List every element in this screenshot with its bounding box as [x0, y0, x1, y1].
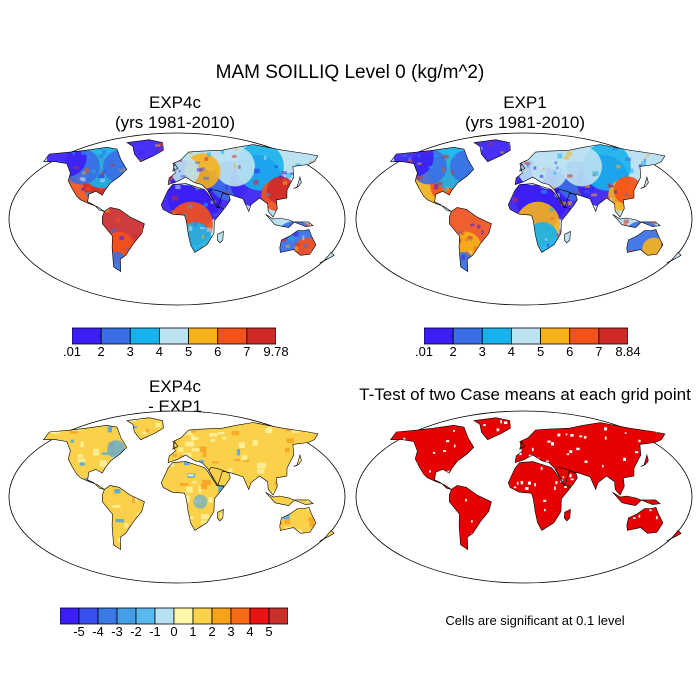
panel-1-title: EXP4c (yrs 1981-2010) [25, 93, 325, 133]
colorbar-exp4c: .01 2 3 4 5 6 7 9.78 [63, 327, 289, 363]
colorbar-difference-swatches [59, 607, 289, 625]
colorbar-label: 2 [449, 344, 457, 359]
colorbar-swatch [230, 607, 251, 625]
panel-4-title: T-Test of two Case means at each grid po… [345, 385, 700, 405]
colorbar-swatch [598, 327, 629, 345]
colorbar-swatch [159, 327, 189, 345]
colorbar-swatch [511, 327, 541, 345]
colorbar-label: 4 [507, 344, 516, 359]
map-panel-difference [8, 410, 346, 584]
colorbar-label: .01 [62, 344, 82, 359]
colorbar-exp4c-labels: .01 2 3 4 5 6 7 9.78 [63, 344, 289, 362]
colorbar-swatch [173, 607, 194, 625]
significance-note: Cells are significant at 0.1 level [445, 613, 625, 628]
map-panel-ttest [355, 410, 693, 584]
colorbar-swatch [211, 607, 232, 625]
coastlines [390, 417, 682, 551]
colorbar-label: 9.78 [263, 344, 289, 359]
colorbar-label: 1 [189, 624, 197, 639]
main-title: MAM SOILLIQ Level 0 (kg/m^2) [215, 62, 485, 83]
colorbar-label: 3 [227, 624, 235, 639]
colorbar-swatch [154, 607, 175, 625]
map-panel-exp1 [355, 132, 693, 306]
panel-1-title-line2: (yrs 1981-2010) [114, 113, 235, 132]
colorbar-label: -2 [130, 624, 142, 639]
coastlines [43, 139, 335, 273]
panel-3-title-line1: EXP4c [149, 377, 201, 396]
colorbar-exp1: .01 2 3 4 5 6 7 8.84 [415, 327, 641, 363]
colorbar-exp1-labels: .01 2 3 4 5 6 7 8.84 [415, 344, 641, 362]
colorbar-label: .01 [414, 344, 434, 359]
colorbar-swatch [249, 607, 270, 625]
colorbar-swatch [59, 607, 80, 625]
colorbar-label: 2 [97, 344, 105, 359]
colorbar-label: 5 [184, 344, 193, 359]
colorbar-label: 0 [170, 624, 178, 639]
colorbar-label: 8.84 [615, 344, 641, 359]
colorbar-exp4c-swatches [71, 327, 277, 345]
coastlines [390, 139, 682, 273]
colorbar-label: 4 [155, 344, 164, 359]
colorbar-label: 7 [595, 344, 603, 359]
colorbar-swatch [246, 327, 277, 345]
colorbar-difference-labels: -5 -4 -3 -2 -1 0 1 2 3 4 5 [60, 624, 288, 642]
colorbar-difference: -5 -4 -3 -2 -1 0 1 2 3 4 5 [59, 607, 289, 643]
colorbar-swatch [71, 327, 102, 345]
panel-2-title-line2: (yrs 1981-2010) [464, 113, 585, 132]
colorbar-swatch [192, 607, 213, 625]
map-panel-exp4c [8, 132, 346, 306]
colorbar-swatch [135, 607, 156, 625]
colorbar-swatch [78, 607, 99, 625]
colorbar-swatch [452, 327, 483, 345]
panel-2-title-line1: EXP1 [503, 93, 547, 112]
colorbar-swatch [100, 327, 131, 345]
colorbar-label: 3 [126, 344, 134, 359]
colorbar-swatch [540, 327, 571, 345]
colorbar-label: 4 [246, 624, 254, 639]
colorbar-label: 6 [566, 344, 574, 359]
colorbar-swatch [217, 327, 248, 345]
colorbar-label: -4 [92, 624, 104, 639]
colorbar-label: 2 [208, 624, 216, 639]
colorbar-label: 7 [243, 344, 251, 359]
colorbar-swatch [97, 607, 118, 625]
colorbar-swatch [481, 327, 512, 345]
colorbar-swatch [129, 327, 160, 345]
colorbar-swatch [188, 327, 219, 345]
colorbar-label: -5 [73, 624, 85, 639]
colorbar-label: 5 [536, 344, 545, 359]
colorbar-label: 5 [265, 624, 273, 639]
colorbar-label: -1 [149, 624, 161, 639]
colorbar-label: 3 [478, 344, 486, 359]
colorbar-swatch [116, 607, 137, 625]
colorbar-label: 6 [214, 344, 222, 359]
colorbar-swatch [569, 327, 600, 345]
colorbar-swatch [423, 327, 454, 345]
panel-1-title-line1: EXP4c [149, 93, 201, 112]
colorbar-label: -3 [111, 624, 123, 639]
colorbar-swatch [268, 607, 289, 625]
coastlines [43, 417, 335, 551]
colorbar-exp1-swatches [423, 327, 629, 345]
panel-2-title: EXP1 (yrs 1981-2010) [375, 93, 675, 133]
panel-4-title-line1: T-Test of two Case means at each grid po… [359, 385, 691, 404]
